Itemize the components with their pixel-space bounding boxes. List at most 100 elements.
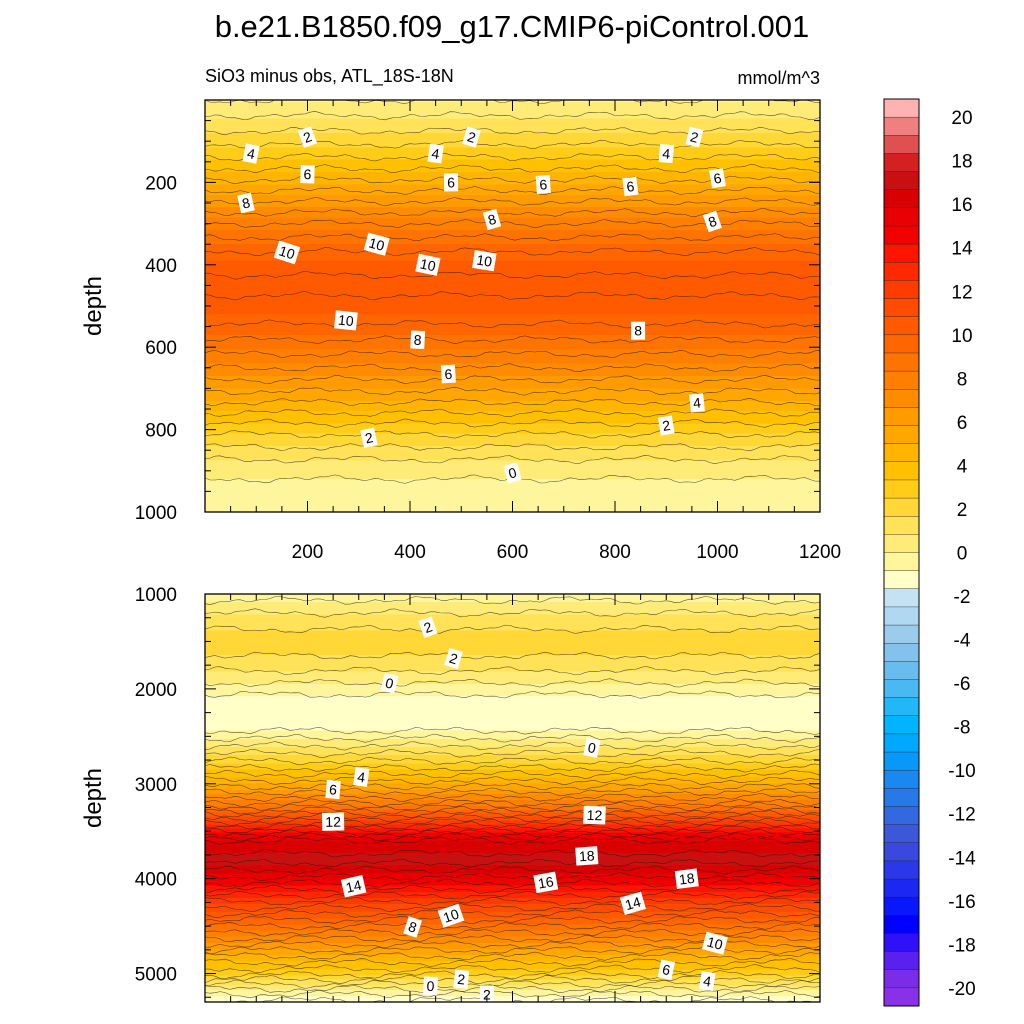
colorbar-box-32 <box>883 679 920 699</box>
svg-text:8: 8 <box>413 332 422 348</box>
top-contour-label-11: 8 <box>237 192 255 214</box>
top-xtick-label: 1200 <box>799 542 841 563</box>
bottom-contour-label-18: 2 <box>453 969 470 989</box>
bottom-contour-label-19: 0 <box>423 976 438 996</box>
colorbar-box-27 <box>883 588 920 608</box>
top-ytick-label: 600 <box>145 338 177 359</box>
top-contour-line-19 <box>205 363 820 373</box>
top-contour-label-13: 8 <box>702 210 722 233</box>
bottom-contour-label-0: 2 <box>418 616 438 639</box>
bottom-contour-line-14 <box>205 749 820 758</box>
colorbar-box-43 <box>883 878 920 898</box>
bottom-contour-label-11: 14 <box>340 874 367 898</box>
svg-text:4: 4 <box>702 973 712 990</box>
svg-text:10: 10 <box>367 234 386 254</box>
bottom-contour-line-16 <box>205 756 820 766</box>
colorbar-box-46 <box>883 933 920 953</box>
svg-text:6: 6 <box>626 178 636 195</box>
bottom-contour-line-46 <box>205 829 820 837</box>
bottom-contour-label-7: 12 <box>321 812 345 831</box>
top-contour-line-21 <box>205 349 820 359</box>
bottom-contour-line-7 <box>205 984 820 994</box>
bottom-contour-line-5 <box>205 678 820 688</box>
colorbar-box-49 <box>883 987 920 1007</box>
top-contour-line-13 <box>205 398 820 407</box>
colorbar-box-30 <box>883 643 920 662</box>
colorbar-box-35 <box>883 733 920 753</box>
top-contour-label-16: 10 <box>415 253 441 276</box>
top-contour-label-19: 8 <box>410 330 426 350</box>
colorbar-box-33 <box>883 697 920 717</box>
top-contour-label-10: 6 <box>709 168 726 189</box>
bottom-contour-label-20: 2 <box>479 985 494 1002</box>
bottom-contour-line-10 <box>205 741 820 751</box>
bottom-contour-label-3: 0 <box>583 737 601 758</box>
bottom-contour-line-38 <box>205 813 820 823</box>
svg-text:10: 10 <box>277 242 297 262</box>
bottom-contour-lines <box>205 595 820 1002</box>
top-contour-label-6: 6 <box>300 164 315 184</box>
top-contour-label-18: 10 <box>334 310 358 331</box>
colorbar-box-45 <box>883 915 920 934</box>
top-contour-line-26 <box>205 270 820 280</box>
colorbar-label: -18 <box>948 935 975 956</box>
svg-text:4: 4 <box>356 769 366 786</box>
bottom-contour-line-43 <box>205 890 820 900</box>
bottom-contour-line-50 <box>205 836 820 845</box>
colorbar-box-12 <box>883 316 920 336</box>
bottom-contour-line-9 <box>205 666 820 676</box>
bottom-contour-line-18 <box>205 763 820 773</box>
bottom-contour-line-37 <box>205 909 820 918</box>
bottom-contour-label-4: 4 <box>353 767 370 787</box>
top-xtick-label: 200 <box>292 542 324 563</box>
svg-text:18: 18 <box>578 847 595 864</box>
svg-text:6: 6 <box>539 176 548 193</box>
colorbar-label: 6 <box>957 413 968 434</box>
colorbar-box-7 <box>883 225 920 245</box>
bottom-ytick-label: 4000 <box>135 870 177 891</box>
svg-text:8: 8 <box>240 194 251 211</box>
colorbar-box-20 <box>883 461 920 481</box>
top-contour-label-14: 10 <box>273 240 301 265</box>
bottom-contour-line-13 <box>205 651 820 660</box>
colorbar-box-6 <box>883 207 920 227</box>
svg-text:18: 18 <box>678 870 696 888</box>
top-xtick-label: 800 <box>599 542 631 563</box>
svg-text:14: 14 <box>623 893 643 913</box>
bottom-contour-label-2: 0 <box>380 672 399 694</box>
bottom-contour-label-5: 6 <box>325 779 341 800</box>
bottom-contour-line-31 <box>205 928 820 937</box>
bottom-contour-line-41 <box>205 896 820 906</box>
top-contour-line-17 <box>205 375 820 385</box>
colorbar-label: 16 <box>951 195 972 216</box>
top-contour-label-20: 8 <box>631 321 646 340</box>
colorbar-box-14 <box>883 352 920 372</box>
top-contour-label-21: 6 <box>440 364 456 384</box>
bottom-contour-line-11 <box>205 979 820 989</box>
top-contour-label-5: 4 <box>658 144 675 164</box>
bottom-contour-line-51 <box>205 865 820 875</box>
svg-text:12: 12 <box>325 814 341 830</box>
top-contour-line-18 <box>205 208 820 218</box>
top-contour-label-17: 10 <box>472 250 497 272</box>
colorbar-box-25 <box>883 552 920 572</box>
colorbar-box-28 <box>883 606 920 626</box>
bottom-contour-line-47 <box>205 878 820 888</box>
top-contour-label-15: 10 <box>363 232 390 256</box>
svg-text:4: 4 <box>431 145 441 162</box>
colorbar-frame <box>883 98 920 1007</box>
colorbar-label: -10 <box>948 761 975 782</box>
colorbar-label: -14 <box>948 848 976 869</box>
colorbar-box-47 <box>883 951 920 971</box>
colorbar-box-37 <box>883 769 920 789</box>
top-contour-line-14 <box>205 186 820 195</box>
top-contour-line-5 <box>205 442 820 452</box>
top-contour-label-12: 8 <box>482 208 502 231</box>
bottom-contour-line-49 <box>205 872 820 882</box>
colorbar-label: -20 <box>948 979 975 1000</box>
colorbar-box-23 <box>883 516 920 535</box>
top-ytick-label: 200 <box>145 173 177 194</box>
